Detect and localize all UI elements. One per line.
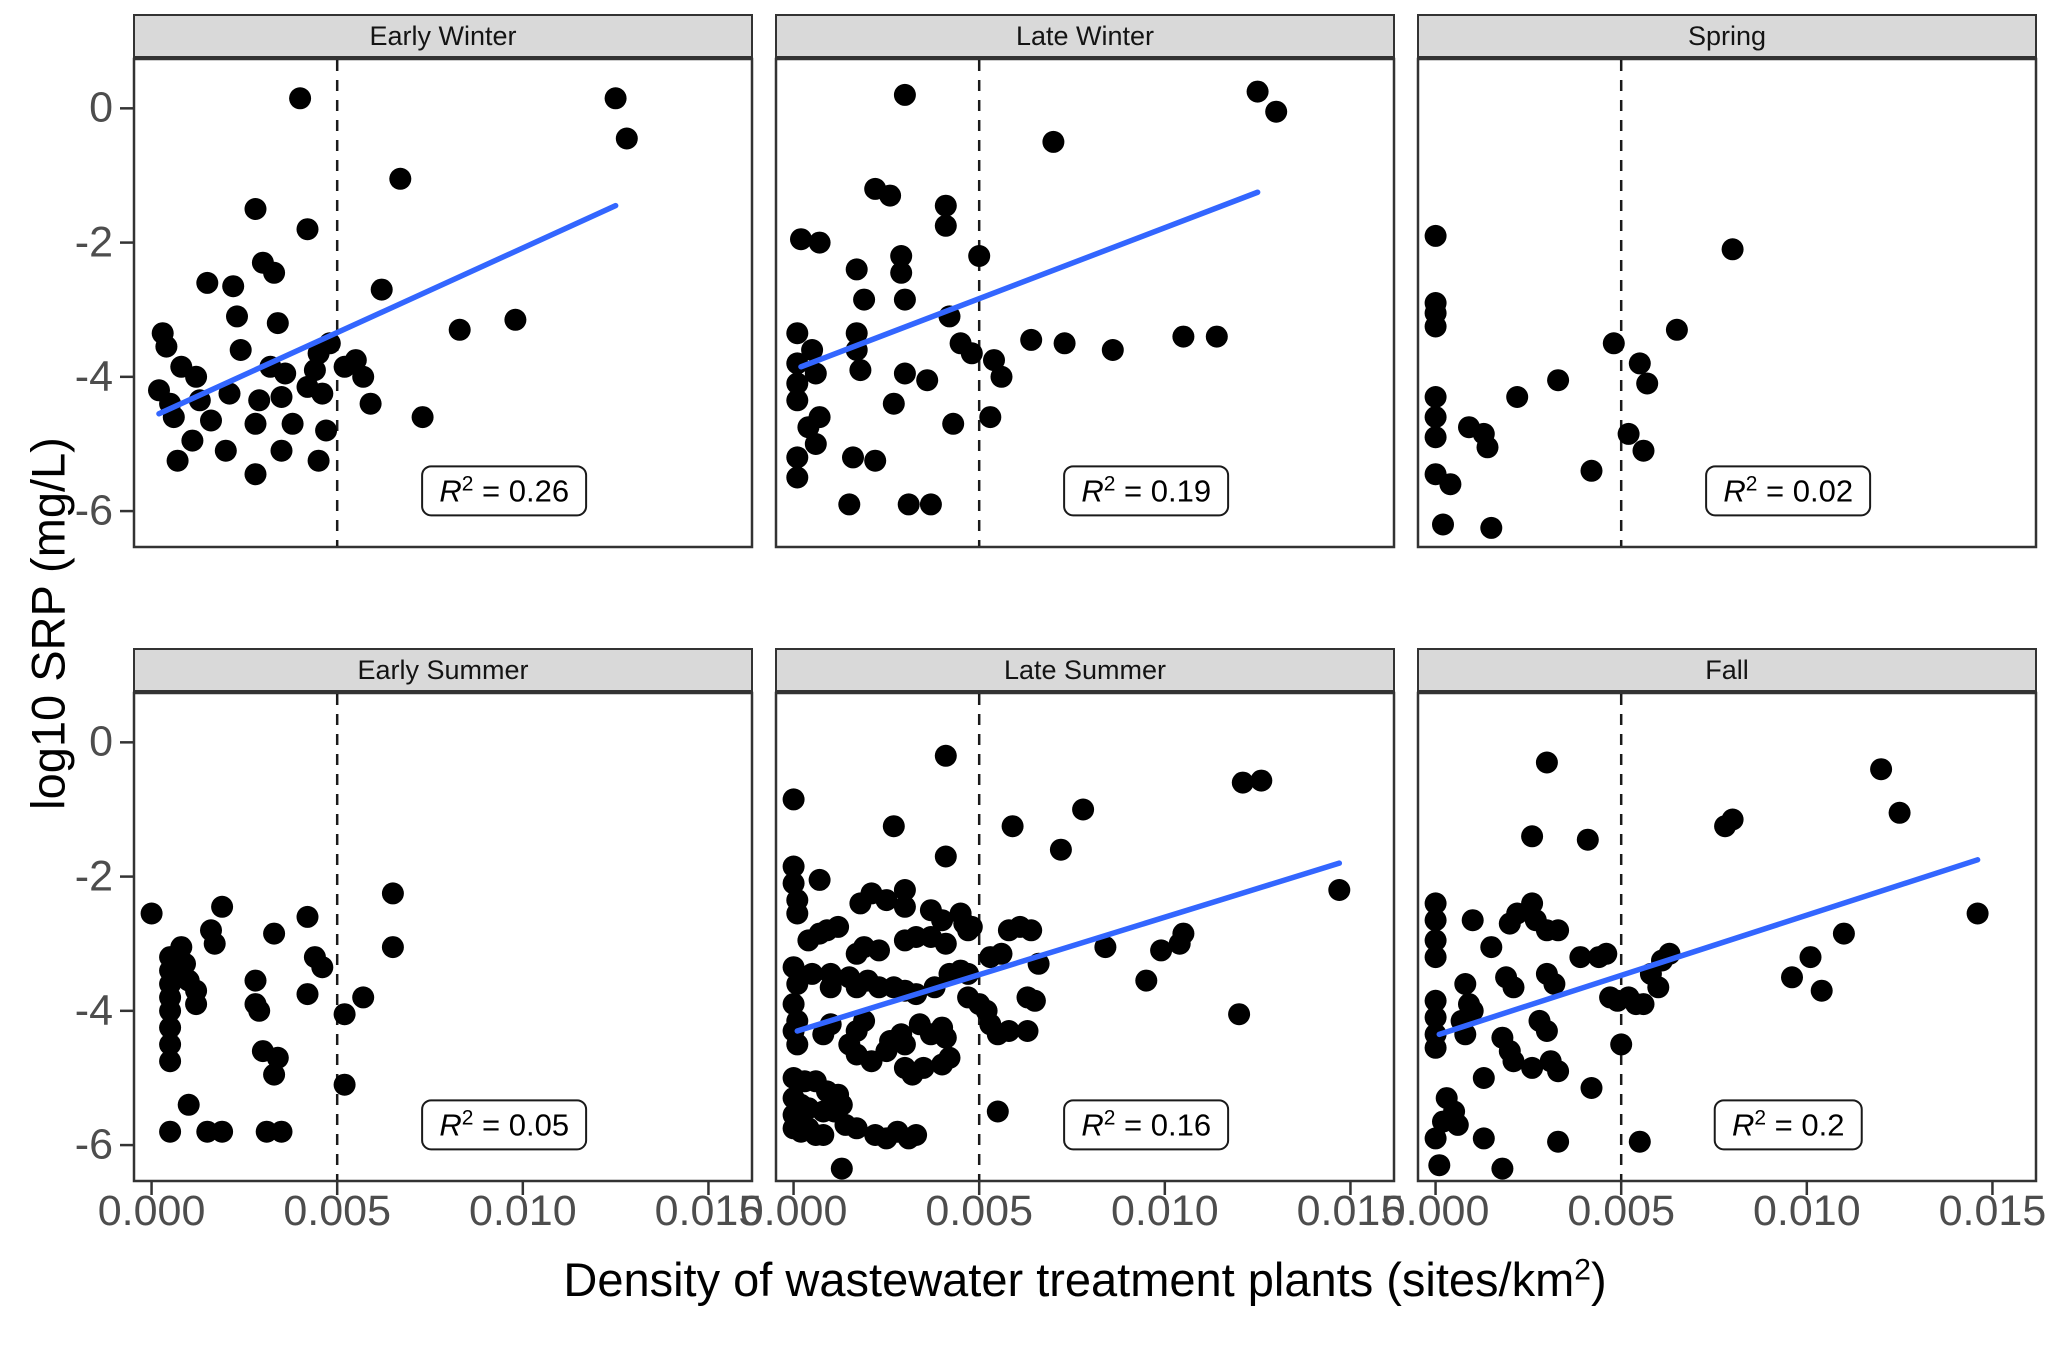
y-axis-tick-label: -4 xyxy=(74,352,113,401)
r-squared-label: R2 = 0.05 xyxy=(421,1099,588,1151)
x-axis-tick-label: 0.000 xyxy=(1381,1187,1490,1235)
y-axis-tick-label: -4 xyxy=(74,986,113,1035)
x-axis-title-superscript: 2 xyxy=(1574,1253,1591,1287)
facet-strip-late-winter: Late Winter xyxy=(775,14,1395,58)
facet-strip-fall: Fall xyxy=(1417,648,2037,692)
facet-strip-label: Late Summer xyxy=(1003,654,1167,685)
y-axis-tick-label: -6 xyxy=(74,486,113,535)
scatter-points xyxy=(786,80,1288,516)
x-axis-title: Density of wastewater treatment plants (… xyxy=(133,1252,2037,1307)
y-axis-tick-label: -6 xyxy=(74,1120,113,1169)
x-axis-title-text: Density of wastewater treatment plants (… xyxy=(563,1253,1575,1306)
r-squared-label: R2 = 0.19 xyxy=(1063,465,1230,517)
facet-strip-label: Fall xyxy=(1705,654,1749,685)
regression-line xyxy=(798,189,1261,370)
scatter-points xyxy=(148,87,638,486)
y-axis-tick-label: 0 xyxy=(89,83,113,132)
x-axis-tick-label: 0.015 xyxy=(1296,1187,1405,1235)
facet-strip-label: Early Winter xyxy=(369,20,517,51)
facet-strip-label: Late Winter xyxy=(1015,20,1155,51)
x-axis-tick-label: 0.000 xyxy=(739,1187,848,1235)
x-axis-tick-label: 0.010 xyxy=(1111,1187,1219,1235)
x-axis-tick-label: 0.005 xyxy=(1567,1187,1675,1235)
r-squared-label: R2 = 0.2 xyxy=(1713,1099,1863,1151)
facet-strip-label: Spring xyxy=(1687,20,1767,51)
y-axis-tick-label: 0 xyxy=(89,717,113,766)
facet-strip-label: Early Summer xyxy=(357,654,529,685)
x-axis-tick-label: 0.005 xyxy=(925,1187,1033,1235)
x-axis-tick-label: 0.010 xyxy=(469,1187,577,1235)
regression-line xyxy=(156,202,619,417)
y-axis-tick-label: -2 xyxy=(74,852,113,901)
scatter-points xyxy=(140,882,404,1143)
r-squared-label: R2 = 0.16 xyxy=(1063,1099,1230,1151)
facet-strip-spring: Spring xyxy=(1417,14,2037,58)
facet-strip-late-summer: Late Summer xyxy=(775,648,1395,692)
x-axis-tick-label: 0.015 xyxy=(1938,1187,2047,1235)
facet-strip-early-summer: Early Summer xyxy=(133,648,753,692)
scatter-points xyxy=(1424,224,1744,539)
x-axis-tick-label: 0.015 xyxy=(654,1187,763,1235)
x-axis-tick-label: 0.000 xyxy=(97,1187,206,1235)
scatter-points xyxy=(1424,751,1989,1180)
regression-line xyxy=(1436,857,1981,1038)
x-axis-tick-label: 0.010 xyxy=(1753,1187,1861,1235)
y-axis-tick-label: -2 xyxy=(74,218,113,267)
regression-line xyxy=(794,860,1343,1034)
r-squared-label: R2 = 0.26 xyxy=(421,465,588,517)
facet-strip-early-winter: Early Winter xyxy=(133,14,753,58)
x-axis-title-close: ) xyxy=(1590,1253,1607,1306)
x-axis-tick-label: 0.005 xyxy=(283,1187,391,1235)
r-squared-label: R2 = 0.02 xyxy=(1705,465,1872,517)
y-axis-title: log10 SRP (mg/L) xyxy=(21,437,75,810)
